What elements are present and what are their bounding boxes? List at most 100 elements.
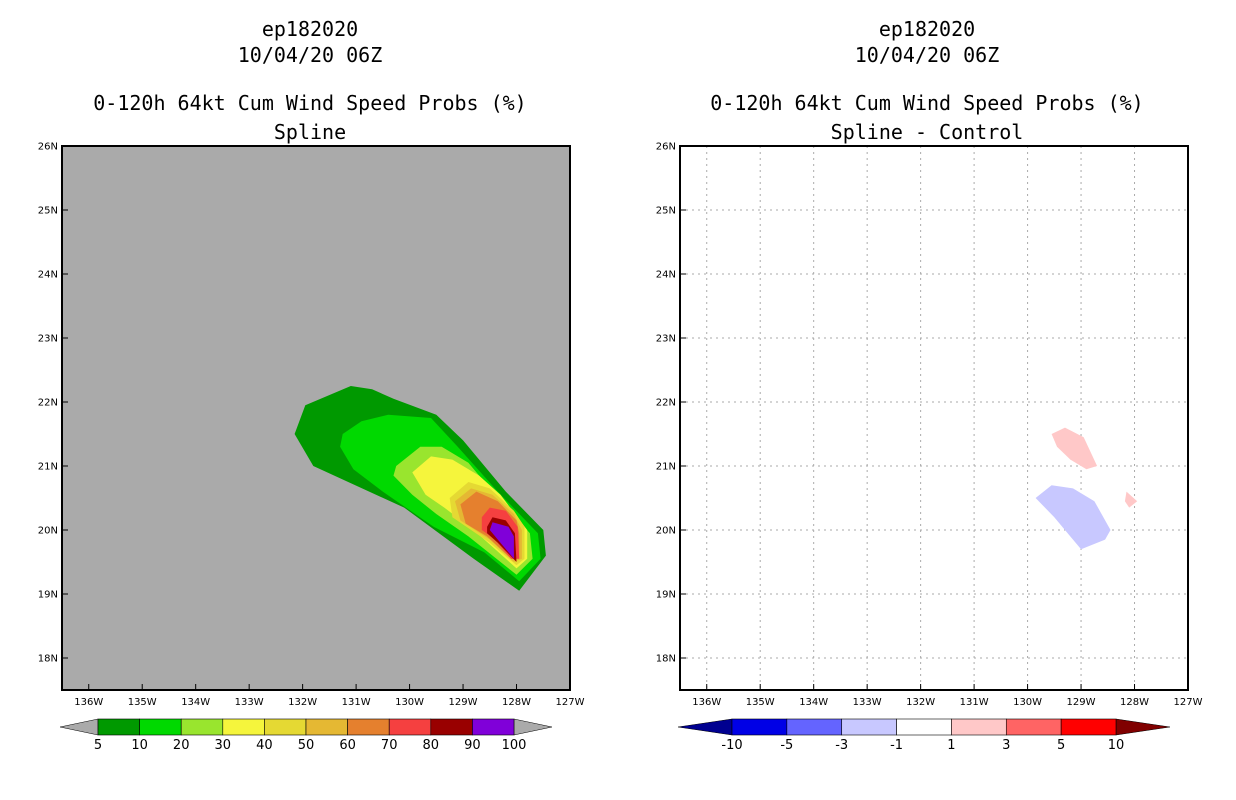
left-contour-90-9 <box>489 522 514 559</box>
right-colorbar-label: -10 <box>721 738 742 753</box>
left-x-tick-label: 127W <box>556 697 585 708</box>
left-colorbar-swatch <box>222 718 265 736</box>
right-contour-1to3-0 <box>1051 427 1098 470</box>
left-colorbar-swatch <box>430 718 473 736</box>
left-x-tick-label: 132W <box>288 697 317 708</box>
right-contour--3to-1-2 <box>1035 485 1111 550</box>
left-colorbar-label: 100 <box>502 738 527 753</box>
left-colorbar-label: 40 <box>256 738 273 753</box>
right-x-tick-label: 135W <box>746 697 775 708</box>
left-y-tick-label: 21N <box>38 462 58 473</box>
left-x-tick-label: 134W <box>181 697 210 708</box>
right-y-tick-label: 26N <box>656 142 676 153</box>
left-colorbar-label: 70 <box>381 738 398 753</box>
left-colorbar-swatch <box>347 718 390 736</box>
left-colorbar-label: 30 <box>215 738 232 753</box>
left-colorbar-label: 80 <box>423 738 440 753</box>
right-colorbar-swatch <box>786 718 843 736</box>
right-colorbar-label: 1 <box>947 738 955 753</box>
right-colorbar-label: 3 <box>1002 738 1010 753</box>
right-x-tick-label: 132W <box>906 697 935 708</box>
left-x-tick-label: 136W <box>74 697 103 708</box>
right-colorbar-swatch <box>731 718 788 736</box>
left-colorbar-over-arrow <box>513 718 553 736</box>
left-plot-frame <box>61 145 571 691</box>
right-colorbar-swatch <box>841 718 897 736</box>
left-x-tick-label: 129W <box>449 697 478 708</box>
right-y-tick-label: 21N <box>656 462 676 473</box>
right-title-block: ep182020 10/04/20 06Z <box>647 16 1207 68</box>
left-x-tick-label: 131W <box>342 697 371 708</box>
right-y-tick-label: 20N <box>656 526 676 537</box>
right-x-tick-label: 134W <box>799 697 828 708</box>
right-colorbar-swatch <box>1060 718 1117 736</box>
left-y-tick-label: 26N <box>38 142 58 153</box>
left-colorbar-swatch <box>180 718 224 736</box>
left-y-tick-label: 23N <box>38 334 58 345</box>
right-x-tick-label: 131W <box>960 697 989 708</box>
right-x-tick-label: 128W <box>1120 697 1149 708</box>
right-title-variable: 0-120h 64kt Cum Wind Speed Probs (%) <box>710 91 1144 115</box>
left-y-tick-label: 24N <box>38 270 58 281</box>
left-colorbar-swatch <box>139 718 182 736</box>
left-colorbar-label: 90 <box>464 738 481 753</box>
right-colorbar: -10 -5 -3 -1 1 3 5 10 <box>677 718 1171 753</box>
left-colorbar-swatch <box>264 718 307 736</box>
right-colorbar-label: 10 <box>1108 738 1125 753</box>
left-y-tick-label: 20N <box>38 526 58 537</box>
right-x-tick-label: 130W <box>1013 697 1042 708</box>
left-colorbar-swatch <box>97 718 140 736</box>
left-title-variable: 0-120h 64kt Cum Wind Speed Probs (%) <box>93 91 527 115</box>
right-colorbar-label: 5 <box>1057 738 1065 753</box>
right-colorbar-label: -1 <box>890 738 903 753</box>
left-date-time: 10/04/20 06Z <box>237 43 383 67</box>
right-colorbar-over-arrow <box>1115 718 1171 736</box>
right-y-tick-label: 19N <box>656 590 676 601</box>
right-y-tick-label: 18N <box>656 654 676 665</box>
left-colorbar-label: 10 <box>131 738 148 753</box>
right-x-tick-label: 129W <box>1067 697 1096 708</box>
left-x-tick-label: 133W <box>235 697 264 708</box>
right-plot-frame <box>679 145 1189 691</box>
left-colorbar-under-arrow <box>59 718 99 736</box>
left-y-tick-label: 18N <box>38 654 58 665</box>
left-colorbar-label: 20 <box>173 738 190 753</box>
left-colorbar-swatch <box>388 718 432 736</box>
left-storm-id: ep182020 <box>261 17 359 41</box>
left-plot: 136W 135W 134W 133W 132W 131W 130W 129W 128W 127W… <box>38 142 585 709</box>
right-colorbar-swatch <box>1005 718 1062 736</box>
right-storm-id: ep182020 <box>878 17 976 41</box>
left-title-block: ep182020 10/04/20 06Z <box>30 16 590 68</box>
right-x-tick-label: 133W <box>853 697 882 708</box>
left-colorbar-label: 60 <box>339 738 356 753</box>
left-y-tick-label: 22N <box>38 398 58 409</box>
left-y-tick-label: 19N <box>38 590 58 601</box>
left-colorbar: 5 10 20 30 40 50 60 70 80 90 100 <box>59 718 553 753</box>
left-subtitle: Spline <box>273 120 347 144</box>
right-colorbar-label: -3 <box>835 738 848 753</box>
right-colorbar-label: -5 <box>780 738 793 753</box>
right-subtitle: Spline - Control <box>830 120 1024 144</box>
left-y-tick-label: 25N <box>38 206 58 217</box>
left-colorbar-swatch <box>305 718 348 736</box>
right-x-tick-label: 127W <box>1174 697 1203 708</box>
left-x-tick-label: 128W <box>502 697 531 708</box>
right-colorbar-swatch <box>951 718 1007 736</box>
right-plot-background <box>680 146 1188 690</box>
right-y-tick-label: 25N <box>656 206 676 217</box>
right-colorbar-under-arrow <box>677 718 733 736</box>
left-x-tick-label: 130W <box>395 697 424 708</box>
left-colorbar-label: 50 <box>298 738 315 753</box>
left-x-tick-label: 135W <box>128 697 157 708</box>
right-colorbar-swatch <box>896 718 952 736</box>
right-date-time: 10/04/20 06Z <box>854 43 1000 67</box>
right-y-tick-label: 22N <box>656 398 676 409</box>
right-x-tick-label: 136W <box>692 697 721 708</box>
left-colorbar-label: 5 <box>94 738 102 753</box>
right-y-tick-label: 23N <box>656 334 676 345</box>
right-contour-1to3-1 <box>1124 491 1138 508</box>
right-y-tick-label: 24N <box>656 270 676 281</box>
right-plot: 136W 135W 134W 133W 132W 131W 130W 129W 128W 127W… <box>656 142 1203 709</box>
left-colorbar-swatch <box>472 718 515 736</box>
